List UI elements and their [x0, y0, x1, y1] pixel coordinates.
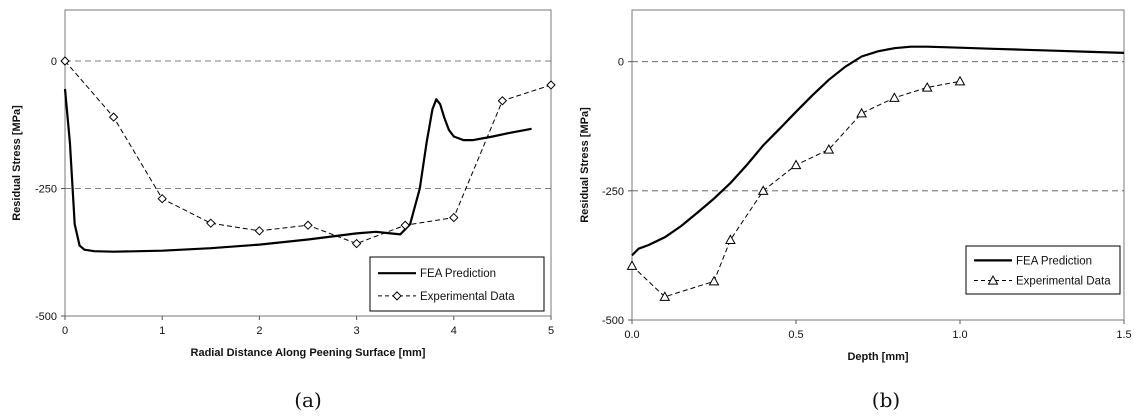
series-line-experimental: [64, 60, 552, 245]
legend-box: [369, 256, 545, 312]
y-tick-label: 0: [618, 57, 624, 69]
data-point-triangle: [856, 107, 867, 118]
legend-box: [965, 245, 1121, 295]
series-line-fea: [63, 88, 532, 253]
legend-label: FEA Prediction: [420, 268, 496, 280]
data-point-diamond: [254, 226, 265, 236]
legend-marker-diamond: [392, 291, 402, 301]
data-point-triangle: [921, 81, 933, 92]
data-point-diamond: [400, 220, 410, 230]
series-line-experimental: [631, 80, 961, 298]
x-tick-label: 1.5: [1116, 329, 1131, 341]
data-point-diamond: [206, 218, 216, 228]
data-point-diamond: [497, 96, 508, 106]
legend: FEA Prediction Experimental Data: [369, 256, 545, 312]
legend-label: FEA Prediction: [1016, 255, 1092, 267]
x-tick-label: 4: [451, 325, 457, 337]
panel-caption: (b): [872, 388, 900, 412]
data-point-triangle: [889, 92, 900, 102]
data-point-triangle: [954, 75, 966, 86]
x-tick-label: 0.5: [788, 329, 803, 341]
data-point-triangle: [725, 234, 736, 245]
data-point-triangle: [823, 143, 835, 154]
plot-frame: [64, 9, 552, 317]
x-axis-label: Radial Distance Along Peening Surface [m…: [191, 347, 426, 359]
data-point-diamond: [108, 112, 119, 122]
y-tick-label: 0: [51, 56, 57, 68]
series-line-fea: [631, 45, 1125, 257]
legend-label: Experimental Data: [1016, 276, 1111, 288]
data-point-diamond: [60, 56, 70, 66]
chart-panel-a: 0 -250 -500 0 1 2 3 4 5 Radial Distance Along Pee…: [11, 9, 556, 412]
data-point-diamond: [351, 238, 362, 249]
data-point-diamond: [546, 80, 556, 90]
legend-label: Experimental Data: [420, 291, 515, 303]
data-point-triangle: [659, 291, 671, 301]
panel-caption: (a): [294, 388, 322, 412]
y-tick-label: -500: [602, 315, 624, 327]
x-tick-label: 1: [159, 325, 165, 337]
x-tick-label: 5: [548, 325, 554, 337]
x-tick-label: 0: [62, 325, 68, 337]
y-axis-label: Residual Stress [MPa]: [579, 107, 591, 223]
x-axis-label: Depth [mm]: [847, 351, 908, 363]
y-axis-label: Residual Stress [MPa]: [11, 105, 23, 221]
y-tick-label: -500: [35, 311, 57, 323]
data-point-diamond: [303, 220, 313, 230]
y-tick-label: -250: [602, 186, 624, 198]
data-point-triangle: [708, 275, 720, 286]
data-point-triangle: [626, 260, 638, 270]
data-point-diamond: [449, 212, 459, 223]
legend: FEA Prediction Experimental Data: [965, 245, 1121, 295]
y-tick-label: -250: [35, 184, 57, 196]
x-tick-label: 0.0: [624, 329, 639, 341]
data-point-diamond: [157, 193, 167, 204]
x-tick-label: 2: [256, 325, 262, 337]
plot-frame: [631, 9, 1125, 321]
x-tick-label: 3: [354, 325, 360, 337]
x-tick-label: 1.0: [952, 329, 967, 341]
data-point-triangle: [790, 159, 802, 170]
legend-marker-triangle: [987, 275, 999, 285]
data-point-triangle: [757, 185, 769, 195]
